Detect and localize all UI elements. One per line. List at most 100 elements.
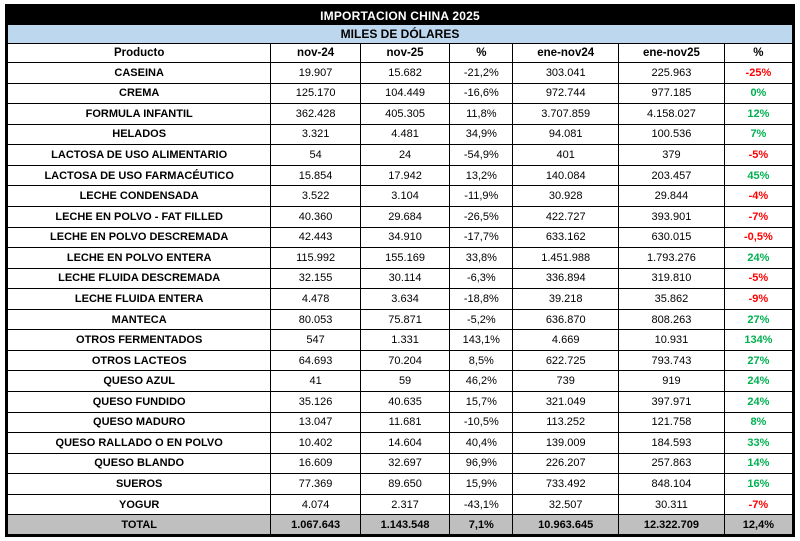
table-row: LECHE FLUIDA DESCREMADA 32.155 30.114 -6,3%…	[5, 267, 795, 290]
subtitle-row: MILES DE DÓLARES	[6, 24, 794, 44]
column-header-ene_nov24: ene-nov24	[512, 43, 620, 63]
value-cell: 39.218	[512, 288, 620, 310]
product-cell: CREMA	[5, 82, 272, 105]
table-row: LECHE EN POLVO DESCREMADA 42.443 34.910 -17…	[5, 226, 795, 249]
value-cell: 19.907	[270, 62, 361, 84]
value-cell: 8,5%	[449, 349, 514, 372]
value-cell: 422.727	[512, 205, 620, 228]
value-cell: -26,5%	[449, 205, 514, 228]
table-row: YOGUR 4.074 2.317 -43,1% 32.507 30.311 -7%	[5, 493, 795, 516]
value-cell: 405.305	[359, 103, 451, 125]
value-cell: 3.104	[359, 185, 451, 207]
value-cell: 15.854	[270, 164, 361, 187]
value-cell: 3.634	[359, 288, 451, 310]
value-cell: 0%	[723, 82, 795, 105]
value-cell: -5%	[723, 267, 795, 290]
product-cell: LECHE FLUIDA ENTERA	[5, 288, 272, 310]
value-cell: 134%	[723, 329, 795, 351]
value-cell: -10,5%	[449, 411, 514, 434]
value-cell: 89.650	[359, 473, 451, 495]
value-cell: 75.871	[359, 308, 451, 331]
value-cell: -25%	[723, 62, 795, 84]
value-cell: 30.928	[512, 185, 620, 207]
product-cell: QUESO BLANDO	[5, 452, 272, 475]
value-cell: 739	[512, 370, 620, 392]
value-cell: 225.963	[618, 62, 725, 84]
value-cell: 14.604	[359, 432, 451, 454]
value-cell: -6,3%	[449, 267, 514, 290]
value-cell: 1.451.988	[512, 247, 620, 269]
value-cell: 113.252	[512, 411, 620, 434]
value-cell: 15,7%	[449, 391, 514, 413]
value-cell: 977.185	[618, 82, 725, 105]
value-cell: 4.158.027	[618, 103, 725, 125]
product-cell: YOGUR	[5, 493, 272, 516]
value-cell: -21,2%	[449, 62, 514, 84]
value-cell: -7%	[723, 493, 795, 516]
value-cell: 29.684	[359, 205, 451, 228]
column-header-pct2: %	[723, 43, 795, 63]
value-cell: -18,8%	[449, 288, 514, 310]
table-row: LECHE EN POLVO ENTERA 115.992 155.169 33,8%…	[5, 247, 795, 269]
value-cell: 140.084	[512, 164, 620, 187]
value-cell: 972.744	[512, 82, 620, 105]
product-cell: LECHE CONDENSADA	[5, 185, 272, 207]
value-cell: 33%	[723, 432, 795, 454]
value-cell: 33,8%	[449, 247, 514, 269]
value-cell: 8%	[723, 411, 795, 434]
product-cell: SUEROS	[5, 473, 272, 495]
value-cell: 303.041	[512, 62, 620, 84]
value-cell: 397.971	[618, 391, 725, 413]
product-cell: OTROS FERMENTADOS	[5, 329, 272, 351]
value-cell: 32.507	[512, 493, 620, 516]
value-cell: 45%	[723, 164, 795, 187]
total-value-cell: 12,4%	[723, 514, 795, 536]
total-value-cell: 12.322.709	[618, 514, 725, 536]
value-cell: 59	[359, 370, 451, 392]
value-cell: 12%	[723, 103, 795, 125]
column-header-pct1: %	[449, 43, 514, 63]
value-cell: 96,9%	[449, 452, 514, 475]
value-cell: -7%	[723, 205, 795, 228]
value-cell: 4.478	[270, 288, 361, 310]
table-row: LECHE FLUIDA ENTERA 4.478 3.634 -18,8% 39.21…	[5, 288, 795, 310]
value-cell: 4.481	[359, 123, 451, 146]
value-cell: 13.047	[270, 411, 361, 434]
value-cell: 80.053	[270, 308, 361, 331]
value-cell: 24%	[723, 370, 795, 392]
value-cell: 13,2%	[449, 164, 514, 187]
table-row: LACTOSA DE USO ALIMENTARIO 54 24 -54,9% 401 3…	[5, 144, 795, 166]
value-cell: 125.170	[270, 82, 361, 105]
value-cell: 393.901	[618, 205, 725, 228]
value-cell: 636.870	[512, 308, 620, 331]
value-cell: 70.204	[359, 349, 451, 372]
value-cell: 733.492	[512, 473, 620, 495]
value-cell: -5%	[723, 144, 795, 166]
value-cell: 16%	[723, 473, 795, 495]
header-row: Producto nov-24 nov-25% ene-nov24 ene-nov25%	[5, 43, 795, 63]
table-row: QUESO FUNDIDO 35.126 40.635 15,7% 321.049 397…	[5, 391, 795, 413]
value-cell: -11,9%	[449, 185, 514, 207]
value-cell: 35.126	[270, 391, 361, 413]
product-cell: QUESO MADURO	[5, 411, 272, 434]
value-cell: 139.009	[512, 432, 620, 454]
value-cell: 121.758	[618, 411, 725, 434]
value-cell: 11.681	[359, 411, 451, 434]
value-cell: 24%	[723, 391, 795, 413]
table-row: QUESO RALLADO O EN POLVO 10.402 14.604 40,4…	[5, 432, 795, 454]
product-cell: CASEINA	[5, 62, 272, 84]
value-cell: 100.536	[618, 123, 725, 146]
value-cell: 3.707.859	[512, 103, 620, 125]
product-cell: LACTOSA DE USO ALIMENTARIO	[5, 144, 272, 166]
value-cell: 630.015	[618, 226, 725, 249]
value-cell: 24%	[723, 247, 795, 269]
value-cell: 336.894	[512, 267, 620, 290]
value-cell: 94.081	[512, 123, 620, 146]
table-row: CREMA 125.170 104.449 -16,6% 972.744 977.185 0…	[5, 82, 795, 105]
value-cell: 1.793.276	[618, 247, 725, 269]
value-cell: 10.402	[270, 432, 361, 454]
table-row: FORMULA INFANTIL 362.428 405.305 11,8% 3.707…	[5, 103, 795, 125]
column-header-nov24: nov-24	[270, 43, 361, 63]
table-row: SUEROS 77.369 89.650 15,9% 733.492 848.104 16%	[5, 473, 795, 495]
table-row: LACTOSA DE USO FARMACÉUTICO 15.854 17.942 1…	[5, 164, 795, 187]
